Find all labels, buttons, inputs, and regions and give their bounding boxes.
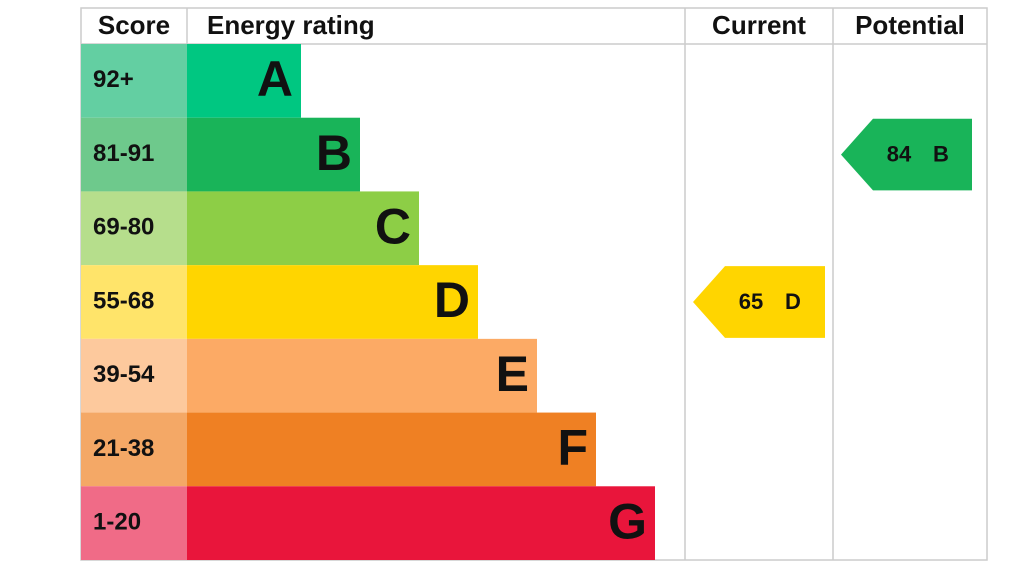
rating-bar — [187, 338, 537, 413]
current-value: 65 — [739, 289, 763, 314]
potential-letter: B — [933, 141, 949, 166]
score-label: 55-68 — [93, 287, 154, 314]
rating-bar — [187, 412, 596, 487]
rating-bar — [187, 265, 478, 339]
rating-letter: D — [434, 272, 470, 328]
score-cell — [81, 117, 187, 192]
header-current: Current — [712, 10, 806, 40]
score-label: 21-38 — [93, 435, 154, 462]
rating-bar — [187, 486, 655, 560]
header-rating: Energy rating — [207, 10, 375, 40]
rating-bar — [187, 44, 301, 118]
score-cell — [81, 486, 187, 560]
score-cell — [81, 44, 187, 118]
current-arrow — [693, 266, 825, 338]
current-letter: D — [785, 289, 801, 314]
score-label: 69-80 — [93, 214, 154, 241]
header-potential: Potential — [855, 10, 965, 40]
score-label: 92+ — [93, 66, 134, 93]
rating-letter: G — [608, 493, 647, 549]
rating-bar — [187, 117, 360, 192]
rating-letter: B — [316, 125, 352, 181]
rating-letter: E — [496, 346, 529, 402]
potential-arrow — [841, 118, 972, 191]
score-cell — [81, 191, 187, 266]
score-cell — [81, 412, 187, 487]
rating-letter: C — [375, 198, 411, 254]
header-score: Score — [98, 10, 170, 40]
score-label: 39-54 — [93, 361, 155, 388]
score-cell — [81, 265, 187, 339]
rating-letter: A — [257, 51, 293, 107]
rating-bar — [187, 191, 419, 266]
score-label: 81-91 — [93, 140, 154, 167]
score-label: 1-20 — [93, 508, 141, 535]
score-cell — [81, 338, 187, 413]
potential-value: 84 — [887, 141, 912, 166]
rating-letter: F — [557, 420, 588, 476]
